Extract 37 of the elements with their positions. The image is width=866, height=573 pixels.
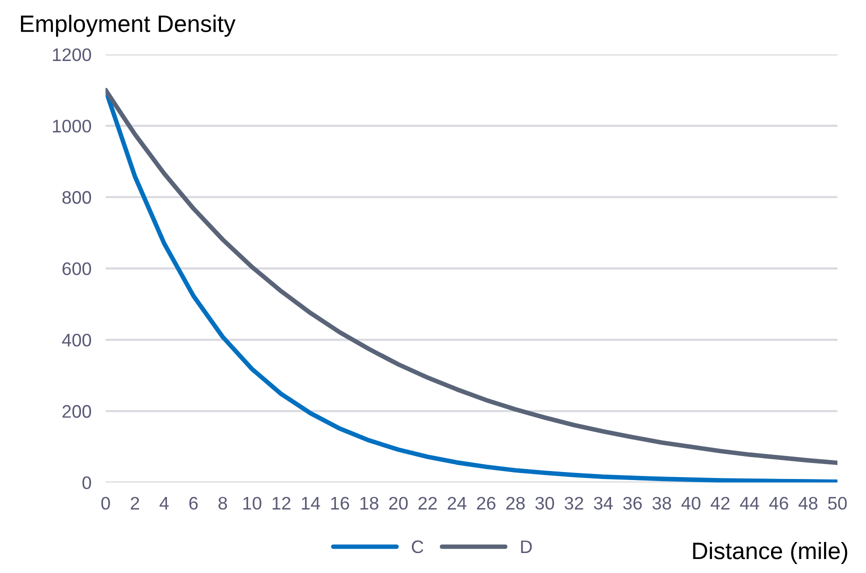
x-tick-label: 36: [623, 496, 642, 510]
x-tick-label: 24: [448, 496, 466, 510]
y-tick-label: 1000: [52, 120, 92, 132]
y-tick-label: 200: [62, 405, 92, 418]
x-tick-label: 22: [418, 496, 437, 510]
y-tick-label: 1200: [52, 48, 92, 62]
x-axis-title: Distance (mile): [693, 542, 848, 564]
x-tick-label: 44: [740, 497, 760, 510]
x-tick-label: 42: [710, 496, 730, 510]
x-tick-label: 16: [331, 496, 350, 510]
x-tick-label: 4: [160, 497, 169, 510]
x-tick-label: 30: [535, 496, 554, 510]
x-tick-label: 12: [272, 496, 290, 510]
x-tick-label: 6: [189, 496, 198, 510]
x-tick-label: 8: [218, 496, 227, 510]
y-tick-label: 0: [82, 476, 92, 490]
x-tick-label: 28: [506, 496, 525, 510]
x-tick-label: 2: [130, 496, 140, 510]
y-tick-label: 400: [62, 334, 92, 347]
legend-label: D: [521, 540, 532, 554]
x-tick-label: 0: [101, 496, 110, 510]
x-tick-label: 26: [477, 496, 496, 510]
legend-label: C: [412, 540, 424, 554]
x-tick-label: 14: [302, 497, 320, 510]
x-tick-label: 38: [652, 496, 672, 510]
x-tick-label: 40: [681, 496, 700, 510]
x-tick-label: 10: [243, 496, 262, 510]
x-tick-label: 48: [798, 496, 818, 510]
x-tick-label: 34: [594, 496, 613, 510]
x-tick-label: 20: [389, 496, 408, 510]
x-tick-label: 32: [564, 496, 584, 510]
y-tick-label: 600: [62, 262, 92, 276]
x-tick-label: 50: [828, 496, 847, 510]
x-tick-label: 46: [769, 496, 788, 510]
x-tick-label: 18: [360, 496, 378, 510]
y-tick-label: 800: [62, 191, 92, 204]
y-axis-title: Employment Density: [20, 14, 236, 37]
